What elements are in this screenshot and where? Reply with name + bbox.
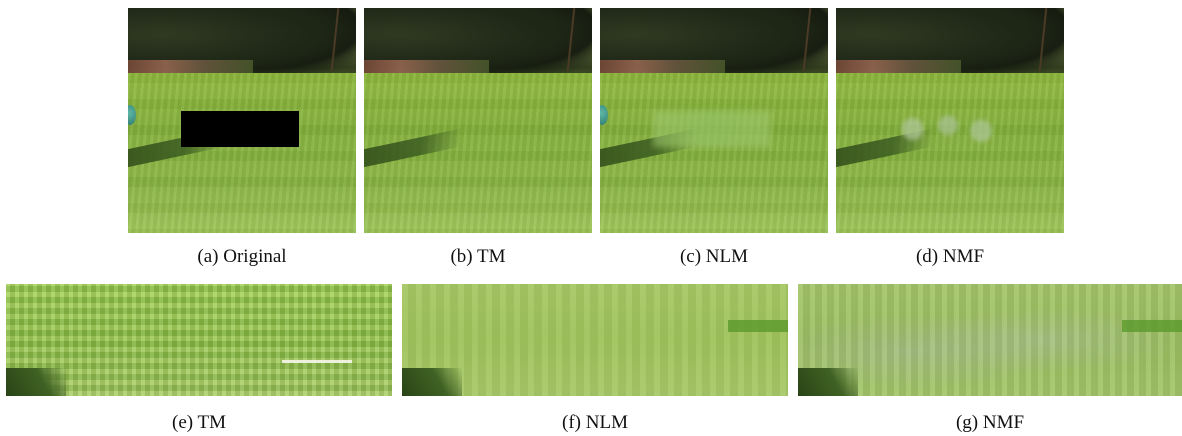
caption-f: (f) NLM bbox=[562, 412, 628, 433]
panel-g-nmf-zoom bbox=[798, 284, 1182, 396]
panel-b-tm-image bbox=[364, 8, 592, 233]
panel-d-nmf-image bbox=[836, 8, 1064, 233]
panel-e-tm-zoom bbox=[6, 284, 392, 396]
panel-a-original-image bbox=[128, 8, 356, 233]
caption-e: (e) TM bbox=[172, 412, 226, 433]
caption-d: (d) NMF bbox=[915, 246, 985, 267]
caption-c: (c) NLM bbox=[679, 246, 749, 267]
panel-f-nlm-zoom bbox=[402, 284, 788, 396]
panel-c-nlm-image bbox=[600, 8, 828, 233]
caption-g: (g) NMF bbox=[955, 412, 1025, 433]
missing-region-mask bbox=[181, 111, 299, 147]
caption-a: (a) Original bbox=[197, 246, 287, 267]
flowerbed bbox=[128, 59, 254, 76]
caption-b: (b) TM bbox=[450, 246, 506, 267]
inpainted-region bbox=[653, 111, 771, 147]
inpainted-region bbox=[889, 111, 1007, 147]
